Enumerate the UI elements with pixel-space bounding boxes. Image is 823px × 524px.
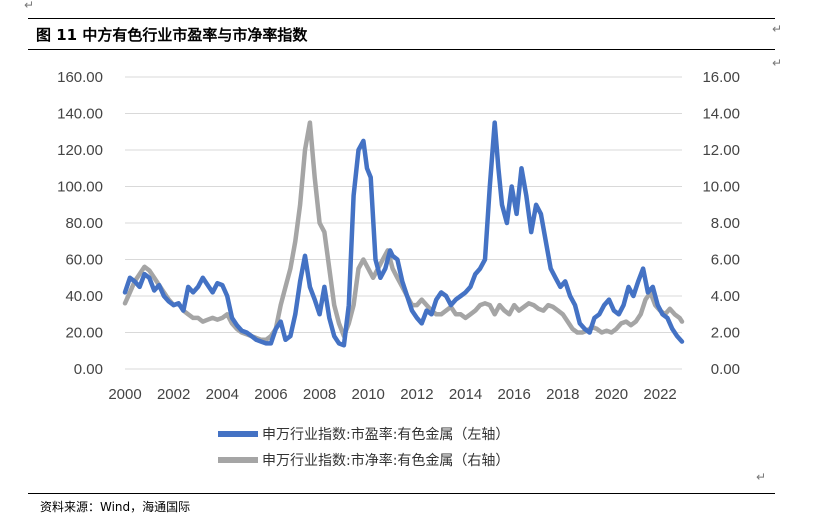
paragraph-mark: ↵	[756, 470, 767, 484]
bottom-rule	[28, 493, 775, 494]
y-left-tick-label: 0.00	[74, 361, 103, 378]
x-tick-label: 2012	[400, 386, 433, 403]
x-tick-label: 2006	[254, 386, 287, 403]
series-line-pb	[122, 120, 685, 343]
title-underline	[28, 49, 775, 50]
y-right-tick-label: 8.00	[711, 215, 740, 232]
paragraph-mark: ↵	[772, 56, 783, 70]
x-tick-label: 2022	[643, 386, 676, 403]
y-left-tick-label: 60.00	[65, 252, 103, 269]
y-left-tick-label: 80.00	[65, 215, 103, 232]
x-tick-label: 2020	[595, 386, 628, 403]
figure-title: 图 11 中方有色行业市盈率与市净率指数	[36, 26, 308, 44]
y-right-tick-label: 16.00	[702, 69, 740, 86]
x-tick-label: 2018	[546, 386, 579, 403]
y-right-tick-label: 12.00	[702, 142, 740, 159]
y-left-tick-label: 100.00	[57, 179, 103, 196]
y-right-tick-label: 6.00	[711, 252, 740, 269]
x-tick-label: 2016	[497, 386, 530, 403]
top-rule	[28, 18, 775, 19]
y-right-tick-label: 2.00	[711, 325, 740, 342]
y-right-tick-label: 0.00	[711, 361, 740, 378]
y-right-tick-label: 4.00	[711, 288, 740, 305]
y-left-tick-label: 140.00	[57, 106, 103, 123]
series-line-pe	[122, 120, 685, 348]
source-note: 资料来源：Wind，海通国际	[40, 500, 191, 514]
x-tick-label: 2010	[352, 386, 385, 403]
y-left-tick-label: 160.00	[57, 69, 103, 86]
paragraph-mark: ↵	[24, 0, 35, 12]
x-tick-label: 2014	[449, 386, 482, 403]
x-tick-label: 2002	[157, 386, 190, 403]
y-left-tick-label: 120.00	[57, 142, 103, 159]
y-left-tick-label: 20.00	[65, 325, 103, 342]
y-right-tick-label: 10.00	[702, 179, 740, 196]
paragraph-mark: ↵	[772, 22, 783, 36]
y-right-tick-label: 14.00	[702, 106, 740, 123]
x-tick-label: 2004	[206, 386, 239, 403]
x-tick-label: 2008	[303, 386, 336, 403]
x-tick-label: 2000	[108, 386, 141, 403]
legend-label-pe: 申万行业指数:市盈率:有色金属（左轴）	[262, 426, 509, 443]
legend-label-pb: 申万行业指数:市净率:有色金属（右轴）	[262, 452, 509, 469]
y-left-tick-label: 40.00	[65, 288, 103, 305]
